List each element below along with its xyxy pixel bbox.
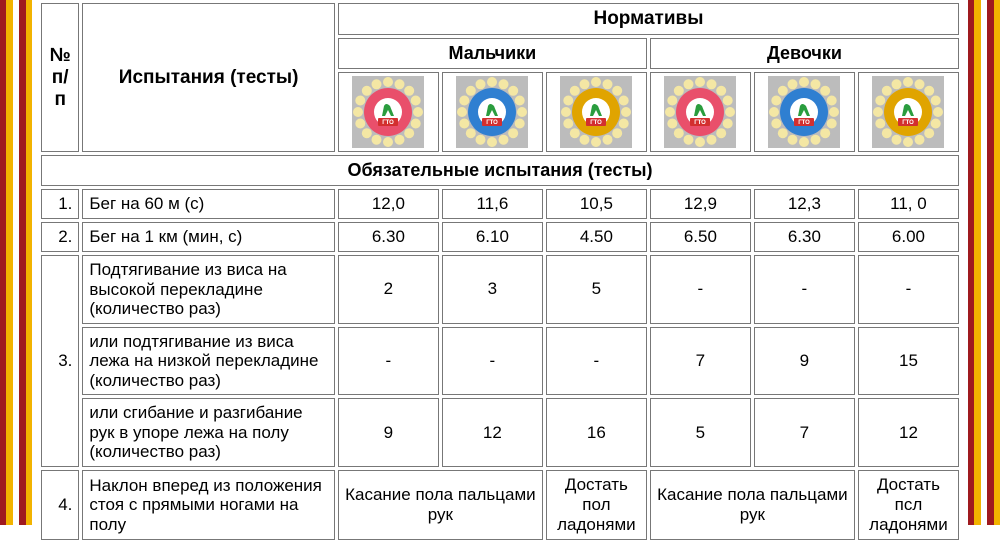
gto-badge-icon: ГТО [352,76,424,148]
value-cell: 3 [442,255,543,324]
standards-table: № п/п Испытания (тесты) Нормативы Мальчи… [38,0,962,543]
value-cell: 6.30 [754,222,855,252]
value-cell: 12,9 [650,189,751,219]
value-cell: 12 [858,398,959,467]
row-number: 3. [41,255,79,467]
value-cell: Достать пол ладонями [546,470,647,540]
value-cell: 11,6 [442,189,543,219]
col-header-test: Испытания (тесты) [82,3,335,152]
value-cell: 6.30 [338,222,439,252]
table-row: 2.Бег на 1 км (мин, с)6.306.104.506.506.… [41,222,959,252]
badge-boys-gold: ГТО [546,72,647,152]
table-row: или сгибание и разгибание рук в упоре ле… [41,398,959,467]
test-name: Наклон вперед из положения стоя с прямым… [82,470,335,540]
value-cell: 5 [546,255,647,324]
standards-table-container: № п/п Испытания (тесты) Нормативы Мальчи… [38,0,962,543]
badge-boys-bronze: ГТО [338,72,439,152]
value-cell: 16 [546,398,647,467]
test-name: Бег на 1 км (мин, с) [82,222,335,252]
value-cell: 6.50 [650,222,751,252]
svg-text:ГТО: ГТО [591,120,603,126]
section-row: Обязательные испытания (тесты) [41,155,959,186]
value-cell: 11, 0 [858,189,959,219]
value-cell: 10,5 [546,189,647,219]
value-cell: - [338,327,439,396]
col-header-norms: Нормативы [338,3,959,35]
value-cell: Касание пола пальцами рук [338,470,543,540]
svg-text:ГТО: ГТО [383,120,395,126]
value-cell: 7 [650,327,751,396]
gto-badge-icon: ГТО [456,76,528,148]
value-cell: 6.00 [858,222,959,252]
value-cell: 9 [754,327,855,396]
value-cell: - [546,327,647,396]
test-name: или подтягивание из виса лежа на низкой … [82,327,335,396]
table-row: или подтягивание из виса лежа на низкой … [41,327,959,396]
value-cell: 4.50 [546,222,647,252]
gto-badge-icon: ГТО [560,76,632,148]
svg-text:ГТО: ГТО [903,120,915,126]
gto-badge-icon: ГТО [768,76,840,148]
table-row: 1.Бег на 60 м (с)12,011,610,512,912,311,… [41,189,959,219]
test-name: Бег на 60 м (с) [82,189,335,219]
value-cell: 2 [338,255,439,324]
badge-girls-silver: ГТО [754,72,855,152]
svg-text:ГТО: ГТО [695,120,707,126]
table-row: 3.Подтягивание из виса на высокой перекл… [41,255,959,324]
value-cell: 9 [338,398,439,467]
decor-stripes-right [968,0,1000,525]
svg-text:ГТО: ГТО [487,120,499,126]
value-cell: 12 [442,398,543,467]
badge-boys-silver: ГТО [442,72,543,152]
badge-girls-gold: ГТО [858,72,959,152]
svg-text:ГТО: ГТО [799,120,811,126]
decor-stripe [994,0,1000,525]
value-cell: 15 [858,327,959,396]
decor-stripes-left [0,0,32,525]
test-name: или сгибание и разгибание рук в упоре ле… [82,398,335,467]
value-cell: Достать псл ладонями [858,470,959,540]
row-number: 4. [41,470,79,540]
value-cell: - [754,255,855,324]
gto-badge-icon: ГТО [664,76,736,148]
value-cell: 12,0 [338,189,439,219]
value-cell: - [442,327,543,396]
value-cell: 5 [650,398,751,467]
badge-girls-bronze: ГТО [650,72,751,152]
header-row-1: № п/п Испытания (тесты) Нормативы [41,3,959,35]
col-header-boys: Мальчики [338,38,647,69]
value-cell: 12,3 [754,189,855,219]
value-cell: Касание пола пальцами рук [650,470,855,540]
row-number: 1. [41,189,79,219]
value-cell: - [650,255,751,324]
section-header: Обязательные испытания (тесты) [41,155,959,186]
col-header-number: № п/п [41,3,79,152]
value-cell: 6.10 [442,222,543,252]
decor-stripe [26,0,32,525]
value-cell: - [858,255,959,324]
col-header-girls: Девочки [650,38,959,69]
test-name: Подтягивание из виса на высокой переклад… [82,255,335,324]
table-row: 4.Наклон вперед из положения стоя с прям… [41,470,959,540]
gto-badge-icon: ГТО [872,76,944,148]
row-number: 2. [41,222,79,252]
value-cell: 7 [754,398,855,467]
